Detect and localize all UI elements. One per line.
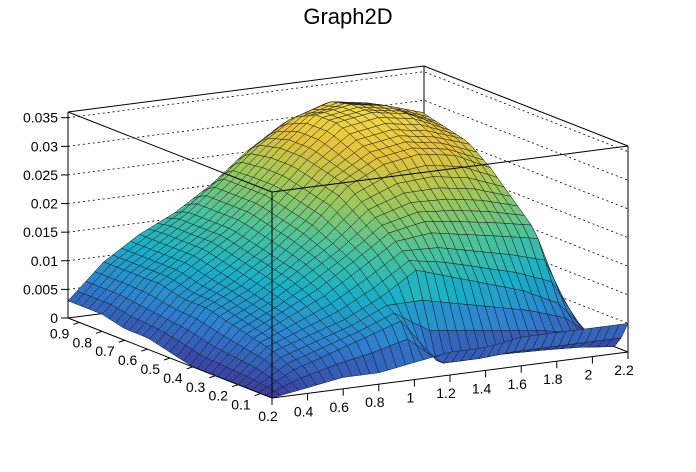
z-grid-line (67, 99, 629, 181)
z-tick-label: 0.035 (23, 110, 58, 126)
y-tick-label: 0.7 (95, 343, 115, 359)
x-tick-label: 1.2 (436, 385, 456, 401)
z-grid-line (67, 214, 629, 296)
y-tick (186, 366, 193, 370)
y-tick (231, 384, 239, 388)
z-grid-line (67, 128, 629, 210)
z-tick-label: 0.025 (23, 167, 58, 183)
y-tick (141, 348, 148, 352)
z-grid-line (67, 157, 629, 238)
z-grid-line (67, 71, 629, 153)
z-tick-label: 0.01 (31, 253, 58, 269)
y-tick (95, 330, 103, 334)
x-tick-label: 0.4 (294, 403, 314, 419)
top-left-edge (67, 111, 273, 193)
y-tick-label: 0.3 (186, 379, 206, 395)
chart-title: Graph2D (303, 4, 392, 29)
z-tick-label: 0.005 (23, 281, 58, 297)
y-tick (209, 375, 216, 379)
y-tick (73, 321, 80, 325)
y-tick-label: 0.2 (209, 388, 229, 404)
y-tick-label: 0.8 (73, 334, 93, 350)
x-tick-label: 1.4 (472, 380, 492, 396)
y-tick-label: 0.1 (231, 397, 251, 413)
y-tick-label: 0.5 (141, 361, 161, 377)
y-tick-label: 0.9 (50, 325, 70, 341)
y-tick-label: 0.6 (118, 352, 138, 368)
x-tick-label: 2.2 (614, 362, 634, 378)
top-right-edge (423, 65, 629, 147)
z-tick-label: 0.015 (23, 224, 58, 240)
y-tick-label: 0.4 (163, 370, 183, 386)
x-tick-label: 1.8 (543, 371, 563, 387)
top-back-edge (67, 65, 425, 113)
x-tick-label: 0.6 (329, 399, 349, 415)
x-tick-label: 1.6 (507, 376, 527, 392)
x-tick-label: 2 (585, 367, 593, 383)
x-tick-label: 0.8 (365, 394, 385, 410)
y-tick (163, 357, 171, 361)
z-tick-label: 0.02 (31, 196, 58, 212)
surface-mesh (67, 101, 629, 399)
axis-ticks: 0.2 0.4 0.6 0.8 1 1.2 1.4 1.6 1.8 2 2.20.10.20.30.… (23, 110, 634, 424)
top-front-edge (271, 145, 629, 193)
x-tick-label: 0.2 (258, 408, 278, 424)
y-tick (254, 393, 261, 397)
z-tick-label: 0.03 (31, 138, 58, 154)
x-tick-label: 1 (407, 390, 415, 406)
y-tick (118, 339, 125, 343)
z-tick-label: 0 (50, 310, 58, 326)
z-grid-line (67, 185, 629, 267)
